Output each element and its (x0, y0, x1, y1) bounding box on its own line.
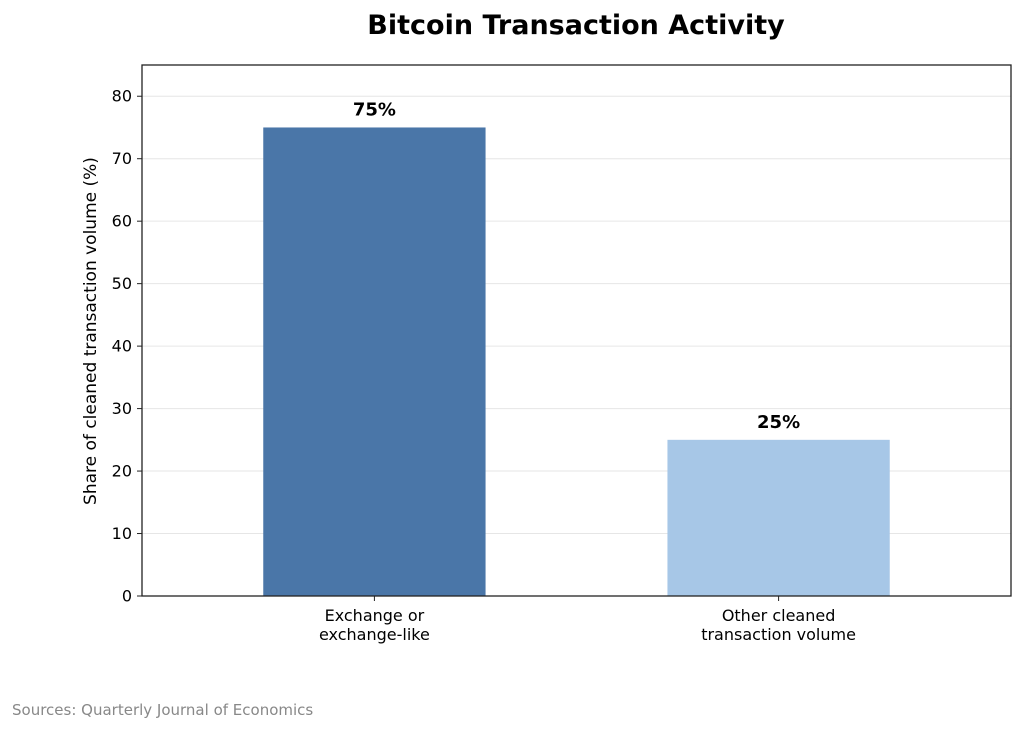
y-axis-label: Share of cleaned transaction volume (%) (81, 157, 101, 505)
plot-frame (141, 64, 1012, 597)
bar-0 (263, 127, 486, 597)
x-tick-label-1-line-1: transaction volume (701, 625, 856, 644)
y-tick-label-80: 80 (112, 87, 132, 106)
data-label-0: 75% (353, 99, 396, 120)
y-tick-label-60: 60 (112, 212, 132, 231)
data-labels: 75% 25% (353, 99, 800, 432)
y-axis-ticks: 0 10 20 30 40 50 60 70 80 (112, 87, 142, 606)
y-tick-label-10: 10 (112, 524, 132, 543)
y-tick-label-50: 50 (112, 274, 132, 293)
x-tick-label-1-line-0: Other cleaned (722, 606, 836, 625)
x-tick-label-0-line-1: exchange-like (319, 625, 430, 644)
y-tick-label-40: 40 (112, 337, 132, 356)
chart-title: Bitcoin Transaction Activity (367, 10, 785, 41)
data-label-1: 25% (757, 412, 800, 433)
bars (263, 127, 890, 597)
y-tick-label-0: 0 (122, 587, 132, 606)
y-tick-label-30: 30 (112, 399, 132, 418)
y-tick-label-20: 20 (112, 462, 132, 481)
y-tick-label-70: 70 (112, 149, 132, 168)
source-note: Sources: Quarterly Journal of Economics (12, 701, 314, 719)
bar-1 (667, 439, 890, 596)
x-tick-label-0-line-0: Exchange or (325, 606, 425, 625)
